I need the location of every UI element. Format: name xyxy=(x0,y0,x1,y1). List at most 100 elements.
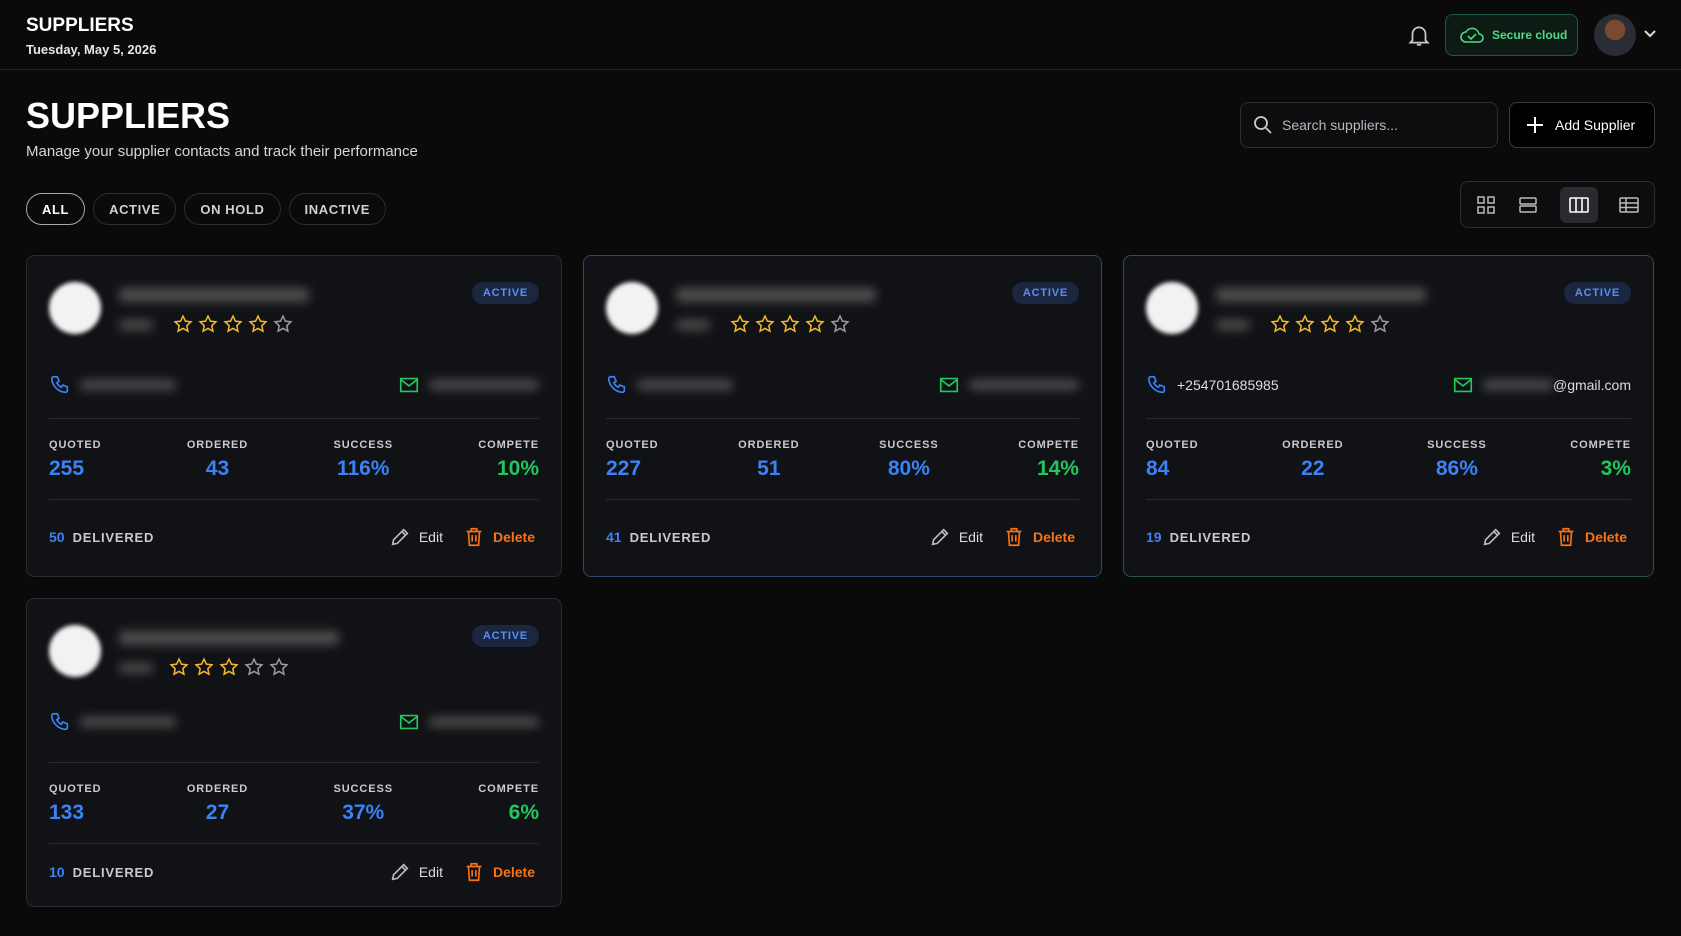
delivered-label: DELIVERED xyxy=(1169,529,1252,545)
star-shape xyxy=(269,657,289,676)
secure-cloud-button[interactable]: Secure cloud xyxy=(1445,14,1578,56)
stat-label: QUOTED xyxy=(49,439,102,451)
stat-value: 14% xyxy=(1036,457,1079,480)
email-domain: @gmail.com xyxy=(1552,377,1631,393)
top-bar: SUPPLIERS Tuesday, May 5, 2026 Secure cl… xyxy=(0,0,1681,70)
add-supplier-button[interactable]: Add Supplier xyxy=(1509,102,1655,148)
mail-icon-path xyxy=(1453,377,1473,393)
stat-value: 255 xyxy=(49,457,85,480)
blurred-name xyxy=(676,288,876,302)
edit-button[interactable]: Edit xyxy=(929,526,983,548)
edit-icon xyxy=(1483,528,1501,546)
blurred-email xyxy=(969,380,1079,390)
stat-label: ORDERED xyxy=(186,439,249,451)
list-view[interactable] xyxy=(1517,194,1539,216)
rating xyxy=(730,314,850,334)
email-row: @gmail.com xyxy=(1452,374,1631,396)
blurred-phone xyxy=(637,380,733,390)
stat: ORDERED 22 xyxy=(1282,439,1343,481)
star xyxy=(244,657,264,676)
delete-icon xyxy=(466,862,482,882)
chevron[interactable] xyxy=(1643,28,1657,40)
status-badge: ACTIVE xyxy=(1563,282,1631,304)
stat-label: SUCCESS xyxy=(1427,439,1487,451)
plus-icon xyxy=(1527,117,1543,133)
stat-label: COMPETE xyxy=(1570,439,1631,451)
column-view xyxy=(1568,196,1589,213)
stat: SUCCESS 86% xyxy=(1427,439,1486,481)
stat: ORDERED 27 xyxy=(187,783,248,825)
star xyxy=(1345,314,1365,333)
delete-button[interactable]: Delete xyxy=(463,526,535,548)
delivered-count: 10 xyxy=(49,864,65,880)
phone-icon-path xyxy=(50,712,69,731)
stat-label: QUOTED xyxy=(49,783,102,795)
grid-view[interactable] xyxy=(1475,194,1497,216)
stats-row: QUOTED 227 ORDERED 51 SUCCESS 80% COMPETE 14% xyxy=(606,418,1079,500)
stat-value: 43 xyxy=(205,457,230,480)
blurred-name xyxy=(1216,288,1426,302)
star xyxy=(198,314,218,333)
filter-row: ALL ACTIVE ON HOLD INACTIVE xyxy=(26,193,386,225)
search-box[interactable]: Search suppliers... xyxy=(1240,102,1498,148)
star-shape xyxy=(1295,314,1315,333)
delete-icon xyxy=(1558,527,1574,547)
mail-icon-path xyxy=(399,714,419,730)
table-view[interactable] xyxy=(1618,194,1640,216)
edit-button[interactable]: Edit xyxy=(389,526,443,548)
stat: COMPETE 14% xyxy=(1018,439,1079,481)
column-view-active[interactable] xyxy=(1559,186,1598,223)
stat: SUCCESS 80% xyxy=(879,439,938,481)
rating xyxy=(169,657,289,677)
page-title: SUPPLIERS xyxy=(26,95,231,136)
stat-value: 27 xyxy=(205,801,230,824)
stat: QUOTED 227 xyxy=(606,439,658,481)
stat: COMPETE 3% xyxy=(1570,439,1631,481)
filter-chip[interactable]: ON HOLD xyxy=(184,193,281,225)
star xyxy=(1295,314,1315,333)
delete-button[interactable]: Delete xyxy=(1555,526,1627,548)
mail-icon xyxy=(399,714,419,730)
stat-value: 10% xyxy=(496,457,539,480)
delete-button[interactable]: Delete xyxy=(1003,526,1075,548)
status-badge: ACTIVE xyxy=(1011,282,1079,304)
edit-button[interactable]: Edit xyxy=(389,861,443,883)
edit-icon-path xyxy=(1483,528,1501,546)
edit-label: Edit xyxy=(958,529,983,545)
blurred-contact xyxy=(676,320,710,330)
stat: COMPETE 6% xyxy=(478,783,539,825)
star xyxy=(730,314,750,333)
email-row xyxy=(398,374,539,396)
delete-icon-path xyxy=(466,527,482,547)
star xyxy=(1320,314,1340,333)
delete-label: Delete xyxy=(492,529,535,545)
user-avatar[interactable] xyxy=(1594,14,1636,56)
app-title: SUPPLIERS xyxy=(26,15,134,36)
stats-row: QUOTED 255 ORDERED 43 SUCCESS 116% COMPETE 10% xyxy=(49,418,539,500)
filter-chip[interactable]: INACTIVE xyxy=(288,193,386,225)
stat-value: 227 xyxy=(606,457,642,480)
star xyxy=(173,314,193,333)
phone-number: +254701685985 xyxy=(1177,377,1279,393)
filter-chip[interactable]: ACTIVE xyxy=(93,193,177,225)
date: Tuesday, May 5, 2026 xyxy=(26,42,157,57)
star xyxy=(169,657,189,676)
status-badge: ACTIVE xyxy=(471,625,539,647)
star-shape xyxy=(244,657,264,676)
delete-button[interactable]: Delete xyxy=(463,861,535,883)
star-shape xyxy=(219,657,239,676)
star xyxy=(805,314,825,333)
star-shape xyxy=(169,657,189,676)
stat-value: 6% xyxy=(508,801,539,824)
stat-value: 84 xyxy=(1146,457,1170,480)
edit-button[interactable]: Edit xyxy=(1481,526,1535,548)
status-badge: ACTIVE xyxy=(471,282,539,304)
edit-icon xyxy=(391,528,409,546)
filter-chip[interactable]: ALL xyxy=(26,193,86,225)
delivered-count: 41 xyxy=(606,529,622,545)
email-row xyxy=(398,711,539,733)
delete-icon xyxy=(1006,527,1022,547)
bell-icon[interactable] xyxy=(1406,22,1432,48)
stat-label: COMPETE xyxy=(478,439,539,451)
delivered-label: DELIVERED xyxy=(72,529,155,545)
